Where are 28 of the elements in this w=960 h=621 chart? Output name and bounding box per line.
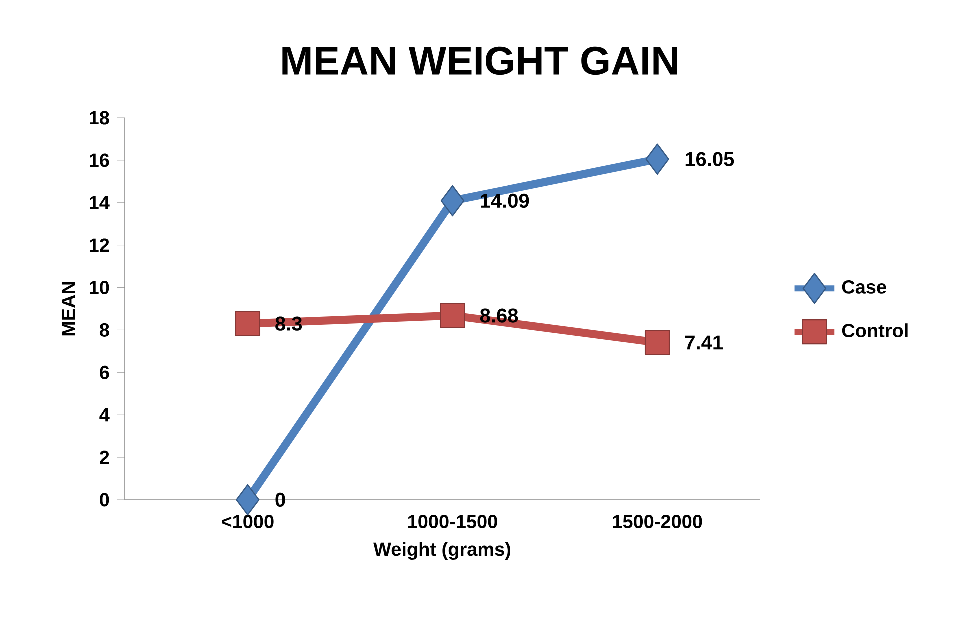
data-label: 0 bbox=[276, 492, 286, 508]
chart-title: MEAN WEIGHT GAIN bbox=[282, 46, 678, 76]
legend-label: Case bbox=[842, 280, 886, 294]
x-tick-label: 1500-2000 bbox=[613, 515, 702, 529]
point bbox=[646, 144, 670, 175]
y-tick-label: 4 bbox=[100, 408, 110, 422]
legend-label: Control bbox=[842, 324, 908, 338]
y-tick-label: 12 bbox=[90, 238, 110, 252]
y-tick-label: 16 bbox=[90, 154, 110, 168]
y-tick-label: 0 bbox=[100, 493, 110, 507]
y-axis-title: MEAN bbox=[62, 282, 76, 336]
y-tick-label: 14 bbox=[90, 196, 110, 210]
x-tick-label: 1000-1500 bbox=[408, 515, 498, 529]
data-label: 7.41 bbox=[685, 336, 724, 350]
data-label: 16.05 bbox=[686, 152, 734, 166]
data-label: 14.09 bbox=[481, 194, 530, 208]
point bbox=[440, 303, 466, 328]
y-tick-label: 10 bbox=[90, 281, 110, 294]
point bbox=[236, 484, 260, 516]
y-tick-label: 2 bbox=[100, 450, 110, 464]
y-tick-label: 6 bbox=[100, 366, 110, 380]
point bbox=[440, 185, 465, 217]
x-axis-title: Weight (grams) bbox=[374, 542, 511, 560]
y-tick-label: 8 bbox=[100, 323, 110, 337]
y-tick-label: 18 bbox=[90, 111, 110, 125]
x-tick-label: <1000 bbox=[222, 515, 274, 529]
point bbox=[644, 330, 670, 356]
point bbox=[235, 311, 261, 336]
